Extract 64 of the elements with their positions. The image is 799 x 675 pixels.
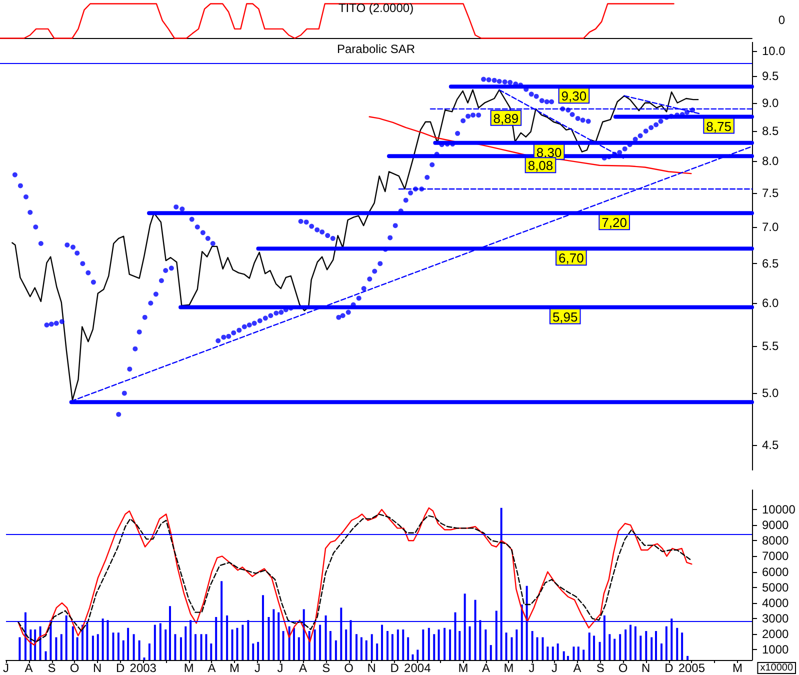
data-label: 8,08 bbox=[528, 158, 554, 174]
chart-title: Parabolic SAR bbox=[336, 42, 416, 56]
x-tick-label: S bbox=[596, 661, 604, 675]
y-tick-label: 8.0 bbox=[762, 154, 780, 168]
y-tick-label: 9000 bbox=[762, 518, 790, 532]
x-tick-label: O bbox=[344, 661, 354, 675]
x-tick-label: S bbox=[322, 661, 330, 675]
y-tick-label: 6.0 bbox=[762, 296, 780, 310]
data-label: 5,95 bbox=[552, 309, 578, 324]
y-tick-label: 6000 bbox=[762, 564, 790, 579]
chart-title: TITO (2.0000) bbox=[338, 1, 414, 15]
y-tick-label: 9.0 bbox=[762, 96, 780, 110]
x-tick-label: A bbox=[208, 661, 216, 675]
data-label: 6,70 bbox=[558, 250, 584, 266]
y-tick-label: 9.5 bbox=[762, 69, 780, 84]
x-tick-label: M bbox=[732, 661, 742, 675]
data-label: 9,30 bbox=[561, 88, 587, 104]
y-tick-label: 8.5 bbox=[762, 124, 780, 138]
x-tick-label: J bbox=[254, 661, 260, 675]
x-tick-label: M bbox=[458, 661, 468, 675]
x-tick-label: J bbox=[277, 661, 284, 675]
data-label: 7,20 bbox=[602, 215, 627, 230]
x-tick-label: M bbox=[504, 661, 514, 675]
x-tick-label: J bbox=[552, 661, 558, 675]
y-tick-label: 2000 bbox=[762, 627, 790, 642]
x-tick-label: N bbox=[92, 661, 102, 675]
y-tick-label: 5.5 bbox=[762, 339, 780, 354]
x-tick-label: D bbox=[664, 661, 674, 675]
y-tick-label: 5.0 bbox=[762, 386, 780, 400]
x-tick-label: A bbox=[24, 661, 33, 675]
y-tick-label: 10.0 bbox=[762, 44, 786, 58]
y-tick-label: 8000 bbox=[762, 534, 790, 548]
y-tick-label: 10000 bbox=[762, 502, 796, 516]
data-label: 8,75 bbox=[706, 118, 732, 134]
y-tick-label: 4.5 bbox=[762, 438, 780, 452]
data-label: 8,89 bbox=[493, 110, 519, 126]
x-tick-label: N bbox=[367, 661, 376, 675]
y-tick-label: 6.5 bbox=[762, 256, 780, 271]
y-tick-label: 1000 bbox=[762, 642, 790, 657]
x-tick-label: A bbox=[482, 661, 490, 675]
y-tick-label: 7.0 bbox=[762, 220, 780, 234]
x-tick-label: M bbox=[229, 661, 240, 675]
x-tick-label: 2005 bbox=[678, 661, 706, 675]
x-tick-label: D bbox=[116, 661, 126, 675]
y-tick-label: 4000 bbox=[762, 596, 790, 610]
y-tick-label: 7.5 bbox=[762, 186, 780, 200]
x-tick-label: S bbox=[48, 661, 56, 675]
x-tick-label: A bbox=[573, 661, 582, 675]
x-tick-label: J bbox=[528, 661, 535, 675]
x-tick-label: N bbox=[642, 661, 650, 675]
y-tick-label: 5000 bbox=[762, 580, 790, 594]
y-axis-title: x10000 bbox=[760, 662, 794, 674]
text: 0 bbox=[778, 13, 786, 27]
y-tick-label: 3000 bbox=[762, 612, 790, 626]
x-tick-label: M bbox=[184, 661, 194, 675]
x-tick-label: A bbox=[299, 661, 308, 675]
x-tick-label: 2004 bbox=[404, 661, 432, 675]
x-tick-label: 2003 bbox=[130, 661, 157, 675]
y-tick-label: 7000 bbox=[762, 549, 790, 564]
x-tick-label: J bbox=[3, 661, 9, 675]
x-tick-label: O bbox=[70, 661, 80, 675]
x-tick-label: O bbox=[618, 661, 628, 675]
x-tick-label: D bbox=[390, 661, 400, 675]
data-label: 8,30 bbox=[536, 144, 562, 160]
